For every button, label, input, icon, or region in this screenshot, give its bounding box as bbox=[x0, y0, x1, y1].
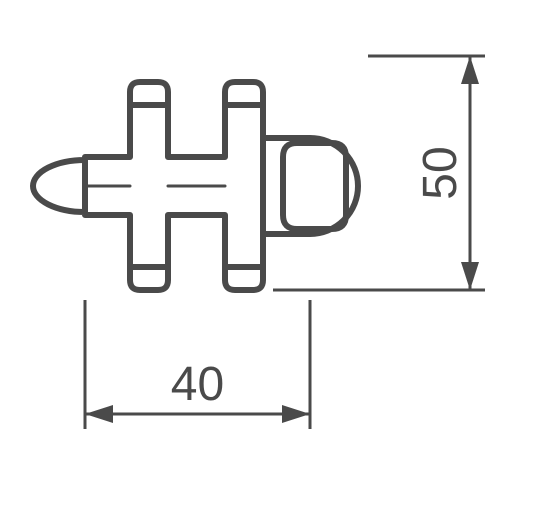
dimension-width-label: 40 bbox=[171, 358, 224, 411]
technical-drawing: 40 50 bbox=[0, 0, 551, 524]
dimension-height-label: 50 bbox=[414, 146, 467, 199]
